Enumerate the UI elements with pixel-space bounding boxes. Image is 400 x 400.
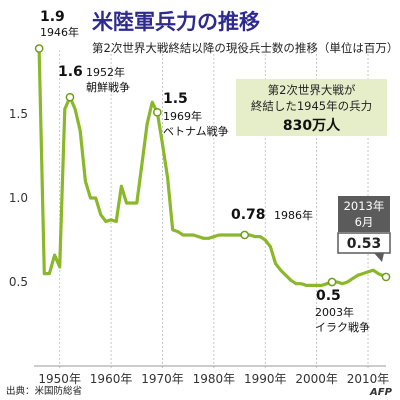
annotation-1986-value: 0.78	[231, 207, 266, 223]
marker-1946	[34, 44, 44, 53]
callout-background	[236, 79, 387, 136]
x-tick-label-1980: 1980年	[193, 372, 236, 386]
callout-line-1: 第2次世界大戦が	[268, 83, 356, 97]
source-note: 出典：米国防総省	[6, 385, 82, 397]
y-tick-label-0-5: 0.5	[9, 275, 28, 289]
y-tick-label-1-5: 1.5	[9, 107, 28, 121]
latest-year: 2013年	[344, 199, 385, 213]
latest-value-box: 2013年 6月 0.53	[337, 196, 391, 262]
x-axis-ticks: 1950年 1960年 1970年 1980年 1990年 2000年 2010年	[38, 372, 389, 386]
annotation-1952: 1.6 1952年 朝鮮戦争	[58, 64, 130, 94]
y-tick-label-1: 1.0	[9, 191, 28, 205]
callout-line-2: 終結した1945年の兵力	[251, 99, 372, 113]
annotation-2003-year: 2003年	[315, 305, 354, 319]
annotation-2003-value: 0.5	[316, 288, 341, 304]
annotation-1946: 1.9 1946年	[40, 9, 79, 39]
marker-2013-5	[381, 272, 391, 282]
annotation-1952-event: 朝鮮戦争	[86, 80, 130, 94]
annotation-1946-value: 1.9	[40, 9, 65, 25]
x-tick-label-1970: 1970年	[141, 372, 184, 386]
marker-layer	[34, 44, 391, 287]
callout-value: 830万人	[283, 117, 341, 134]
annotation-1986: 0.78 1986年	[231, 207, 313, 223]
y-axis-ticks: 0.5 1.0 1.5	[9, 107, 28, 289]
latest-month: 6月	[355, 215, 374, 229]
annotation-1969-value: 1.5	[163, 91, 188, 107]
chart-title: 米陸軍兵力の推移	[92, 10, 260, 34]
marker-2003	[327, 277, 337, 287]
annotation-1969-year: 1969年	[163, 109, 202, 123]
chart-subtitle: 第2次世界大戦終結以降の現役兵士数の推移（単位は百万）	[92, 41, 398, 55]
callout-box: 第2次世界大戦が 終結した1945年の兵力 830万人	[236, 79, 387, 136]
x-tick-label-1960: 1960年	[90, 372, 133, 386]
annotation-1969: 1.5 1969年 ベトナム戦争	[163, 91, 229, 138]
annotation-1952-year: 1952年	[86, 65, 125, 79]
series-layer	[37, 46, 388, 287]
annotation-1969-event: ベトナム戦争	[163, 124, 229, 138]
series-line-0	[37, 46, 388, 287]
annotation-2003: 0.5 2003年 イラク戦争	[315, 288, 370, 334]
x-tick-label-2000: 2000年	[295, 372, 338, 386]
annotation-1952-value: 1.6	[58, 64, 83, 80]
afp-credit: AFP	[369, 387, 393, 398]
marker-1986	[240, 230, 250, 240]
annotation-1946-label: 1946年	[40, 25, 79, 39]
latest-value: 0.53	[347, 236, 382, 252]
marker-1969	[152, 107, 162, 117]
annotation-2003-event: イラク戦争	[315, 320, 370, 334]
marker-1952	[65, 92, 75, 102]
latest-pointer	[374, 253, 384, 262]
x-tick-label-2010: 2010年	[347, 372, 390, 386]
latest-value-background	[337, 232, 391, 254]
x-tick-label-1950: 1950年	[38, 372, 81, 386]
annotation-1986-label: 1986年	[274, 208, 313, 222]
latest-date-background	[338, 196, 390, 232]
x-tick-label-1990: 1990年	[244, 372, 287, 386]
